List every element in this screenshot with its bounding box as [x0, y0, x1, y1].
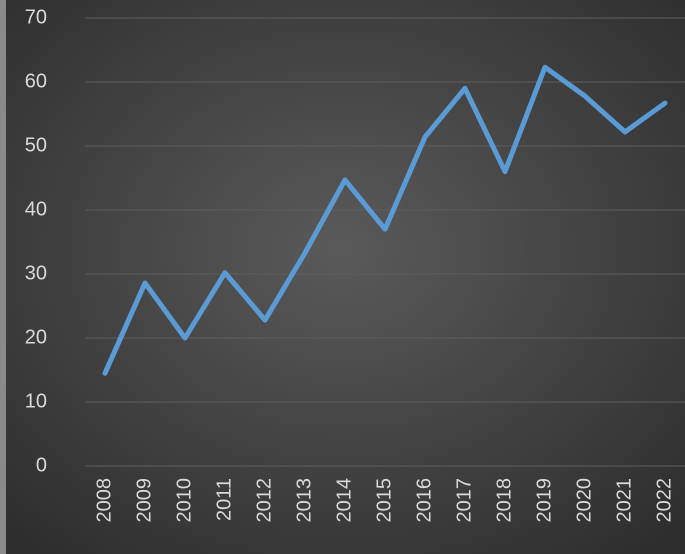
y-tick-label: 10 [25, 390, 47, 412]
x-tick-label: 2014 [333, 478, 355, 523]
x-tick-label: 2016 [413, 478, 435, 523]
x-tick-label: 2022 [653, 478, 675, 523]
data-line [102, 64, 668, 376]
x-tick-label: 2015 [373, 478, 395, 523]
x-tick-label: 2011 [213, 478, 235, 521]
x-tick-label: 2009 [133, 478, 155, 523]
y-tick-label: 20 [25, 326, 47, 348]
x-tick-label: 2012 [253, 478, 275, 523]
y-tick-label: 30 [25, 262, 47, 284]
x-tick-label: 2019 [533, 478, 555, 523]
y-tick-label: 40 [25, 198, 47, 220]
left-border [0, 0, 6, 554]
x-tick-label: 2008 [93, 478, 115, 523]
x-tick-label: 2017 [453, 478, 475, 523]
y-tick-label: 60 [25, 70, 47, 92]
y-tick-label: 0 [36, 454, 47, 476]
x-tick-label: 2021 [613, 478, 635, 523]
x-tick-label: 2010 [173, 478, 195, 523]
x-tick-label: 2020 [573, 478, 595, 523]
y-tick-label: 70 [25, 6, 47, 28]
x-tick-label: 2018 [493, 478, 515, 523]
y-tick-label: 50 [25, 134, 47, 156]
x-tick-label: 2013 [293, 478, 315, 523]
